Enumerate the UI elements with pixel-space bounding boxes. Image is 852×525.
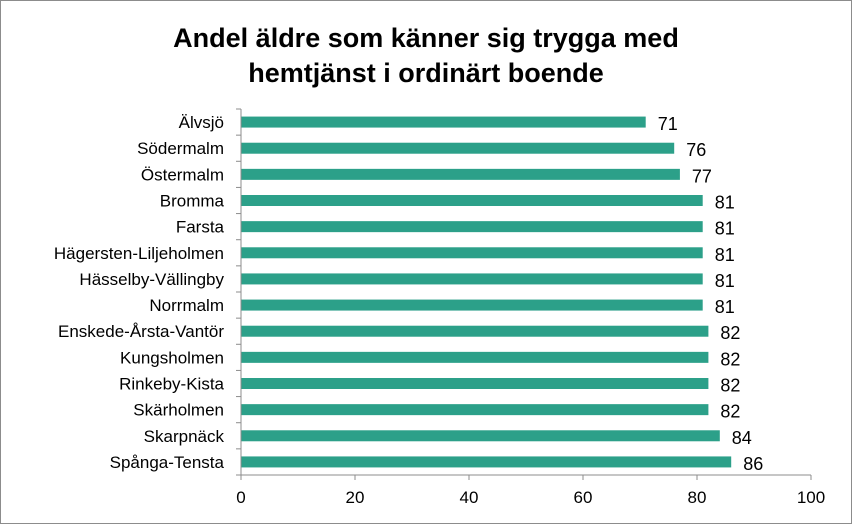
data-label: 81 bbox=[715, 297, 735, 317]
category-label: Östermalm bbox=[141, 165, 224, 184]
bar bbox=[241, 221, 703, 233]
bar bbox=[241, 351, 709, 363]
data-label: 84 bbox=[732, 428, 752, 448]
bar bbox=[241, 325, 709, 337]
bar bbox=[241, 142, 675, 154]
data-label: 82 bbox=[720, 349, 740, 369]
data-label: 82 bbox=[720, 376, 740, 396]
bar bbox=[241, 116, 646, 128]
bars-layer: Älvsjö 71 Södermalm 76 Östermalm 77 Bromma 81 Fa… bbox=[54, 113, 763, 474]
data-label: 81 bbox=[715, 271, 735, 291]
bar bbox=[241, 299, 703, 311]
category-label: Spånga-Tensta bbox=[110, 453, 225, 472]
category-label: Norrmalm bbox=[149, 296, 224, 315]
chart-title-line-2: hemtjänst i ordinärt boende bbox=[248, 58, 604, 88]
x-tick-label: 80 bbox=[688, 488, 707, 507]
category-label: Farsta bbox=[176, 218, 225, 237]
data-label: 81 bbox=[715, 193, 735, 213]
data-label: 82 bbox=[720, 323, 740, 343]
category-label: Skarpnäck bbox=[144, 427, 225, 446]
data-label: 76 bbox=[686, 140, 706, 160]
data-label: 86 bbox=[743, 454, 763, 474]
bar bbox=[241, 195, 703, 206]
category-label: Bromma bbox=[160, 192, 225, 211]
category-label: Hägersten-Liljeholmen bbox=[54, 244, 224, 263]
category-label: Rinkeby-Kista bbox=[119, 375, 224, 394]
chart-title-line-1: Andel äldre som känner sig trygga med bbox=[173, 23, 679, 53]
bar bbox=[241, 168, 680, 180]
category-label: Enskede-Årsta-Vantör bbox=[58, 322, 224, 341]
x-tick-label: 60 bbox=[574, 488, 593, 507]
category-label: Hässelby-Vällingby bbox=[79, 270, 224, 289]
data-label: 81 bbox=[715, 245, 735, 265]
bar bbox=[241, 378, 709, 389]
data-label: 77 bbox=[692, 166, 712, 186]
category-label: Älvsjö bbox=[179, 113, 224, 132]
bar bbox=[241, 430, 720, 442]
category-label: Kungsholmen bbox=[120, 348, 224, 367]
x-tick-label: 20 bbox=[346, 488, 365, 507]
bar bbox=[241, 247, 703, 259]
category-label: Skärholmen bbox=[133, 401, 224, 420]
x-tick-label: 100 bbox=[797, 488, 825, 507]
data-label: 71 bbox=[658, 114, 678, 134]
x-tick-label: 0 bbox=[236, 488, 245, 507]
bar bbox=[241, 273, 703, 285]
x-tick-label: 40 bbox=[460, 488, 479, 507]
data-label: 82 bbox=[720, 402, 740, 422]
bar bbox=[241, 456, 732, 468]
x-axis: 0 20 40 60 80 100 bbox=[236, 108, 825, 507]
bar bbox=[241, 404, 709, 416]
data-label: 81 bbox=[715, 219, 735, 239]
category-label: Södermalm bbox=[137, 139, 224, 158]
